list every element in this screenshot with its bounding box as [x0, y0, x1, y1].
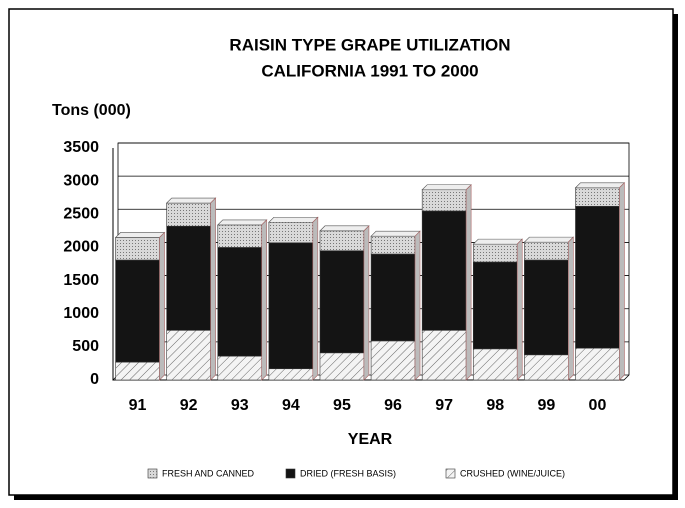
- bar-top: [574, 182, 626, 189]
- bar-top: [217, 219, 268, 226]
- bar-hatch: [319, 352, 364, 380]
- y-tick-label: 500: [72, 338, 99, 355]
- bar-dots: [319, 230, 364, 251]
- bar-dots: [268, 222, 313, 243]
- x-tick-label: 98: [486, 397, 504, 414]
- y-tick-label: 3000: [63, 172, 99, 189]
- legend-label: DRIED (FRESH BASIS): [300, 468, 396, 478]
- bar-hatch: [268, 368, 313, 380]
- x-tick-label: 99: [537, 397, 555, 414]
- bar-segment: [319, 250, 365, 354]
- legend-hatch: [446, 469, 455, 478]
- bar-top: [165, 197, 217, 204]
- bar-side: [568, 236, 574, 381]
- bar-hatch: [422, 330, 467, 380]
- bar-dots: [575, 187, 620, 207]
- y-axis-label: Tons (000): [52, 102, 131, 119]
- bar-dots: [217, 224, 262, 248]
- y-tick-label: 3500: [63, 139, 99, 156]
- x-tick-label: 93: [231, 397, 249, 414]
- legend-dots: [148, 469, 157, 478]
- bar-segment: [217, 247, 263, 357]
- x-tick-label: 97: [435, 397, 453, 414]
- x-axis-label: YEAR: [348, 431, 393, 448]
- bar-dots: [422, 189, 467, 211]
- bar-dots: [473, 244, 518, 263]
- bar-side: [465, 184, 472, 381]
- legend-swatch: [285, 468, 296, 479]
- legend-label: CRUSHED (WINE/JUICE): [460, 468, 565, 478]
- bar-dots: [166, 203, 211, 227]
- bar-top: [114, 232, 166, 238]
- y-tick-label: 1500: [63, 272, 99, 289]
- bar-side: [312, 216, 319, 381]
- bar-side: [516, 238, 523, 381]
- bar-side: [363, 225, 370, 381]
- bar-top: [319, 225, 370, 232]
- bar-dots: [115, 237, 160, 261]
- bar-side: [619, 182, 625, 381]
- bar-segment: [166, 225, 211, 331]
- bar-segment: [524, 259, 569, 356]
- x-tick-label: 92: [180, 397, 198, 414]
- bar-top: [523, 236, 575, 243]
- legend-label: FRESH AND CANNED: [162, 468, 255, 478]
- chart-title: RAISIN TYPE GRAPE UTILIZATION: [229, 35, 510, 54]
- bar-hatch: [115, 362, 160, 380]
- bar-side: [210, 197, 216, 381]
- bar-hatch: [473, 348, 518, 380]
- bar-side: [159, 231, 165, 381]
- bar-hatch: [371, 340, 416, 380]
- bar-segment: [472, 261, 518, 350]
- bar-side: [414, 230, 421, 381]
- bar-top: [370, 230, 421, 237]
- x-tick-label: 00: [589, 397, 607, 414]
- bar-side: [261, 219, 268, 381]
- chart-subtitle: CALIFORNIA 1991 TO 2000: [261, 61, 478, 80]
- bar-segment: [370, 253, 416, 342]
- bar-top: [472, 238, 523, 245]
- bar-segment: [115, 259, 160, 363]
- bar-hatch: [524, 354, 569, 380]
- bar-hatch: [166, 330, 211, 380]
- y-tick-label: 2000: [63, 239, 99, 256]
- bar-hatch: [575, 348, 620, 380]
- x-tick-label: 95: [333, 397, 351, 414]
- y-tick-label: 2500: [63, 206, 99, 223]
- bar-hatch: [217, 356, 262, 380]
- bar-segment: [575, 206, 620, 349]
- bar-top: [268, 216, 319, 223]
- x-tick-label: 91: [129, 397, 147, 414]
- bar-top: [421, 184, 472, 191]
- y-tick-label: 0: [90, 371, 99, 388]
- x-tick-label: 96: [384, 397, 402, 414]
- bar-dots: [371, 236, 416, 255]
- bar-segment: [268, 242, 314, 370]
- y-tick-label: 1000: [63, 305, 99, 322]
- bar-dots: [524, 242, 569, 261]
- x-tick-label: 94: [282, 397, 300, 414]
- bar-segment: [421, 210, 467, 331]
